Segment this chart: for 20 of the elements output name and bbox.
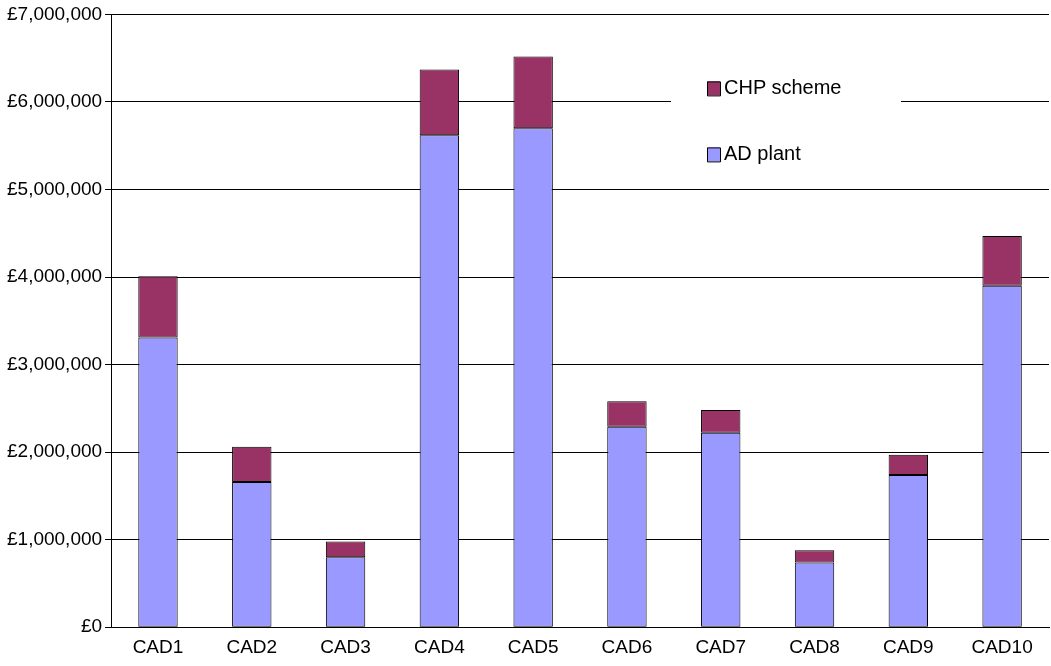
y-tick-label: £1,000,000 bbox=[7, 527, 103, 549]
x-tick-label: CAD5 bbox=[507, 635, 559, 657]
x-tick-label: CAD9 bbox=[882, 635, 934, 657]
legend-label: AD plant bbox=[724, 141, 802, 164]
x-tick-label: CAD2 bbox=[226, 635, 278, 657]
x-tick-label: CAD7 bbox=[695, 635, 747, 657]
x-tick-label: CAD4 bbox=[414, 635, 466, 657]
y-tick-label: £6,000,000 bbox=[7, 90, 103, 112]
x-tick-label: CAD8 bbox=[789, 635, 840, 657]
y-tick-label: £5,000,000 bbox=[7, 177, 103, 199]
legend-label: CHP scheme bbox=[724, 75, 842, 98]
y-tick-label: £7,000,000 bbox=[7, 2, 103, 24]
y-tick-label: £3,000,000 bbox=[7, 352, 103, 374]
x-tick-label: CAD3 bbox=[320, 635, 371, 657]
y-tick-label: £4,000,000 bbox=[7, 265, 103, 287]
x-tick-label: CAD1 bbox=[132, 635, 184, 657]
x-tick-label: CAD6 bbox=[601, 635, 653, 657]
x-tick-label: CAD10 bbox=[971, 635, 1033, 657]
y-tick-label: £0 bbox=[80, 615, 103, 637]
y-tick-label: £2,000,000 bbox=[7, 440, 103, 462]
